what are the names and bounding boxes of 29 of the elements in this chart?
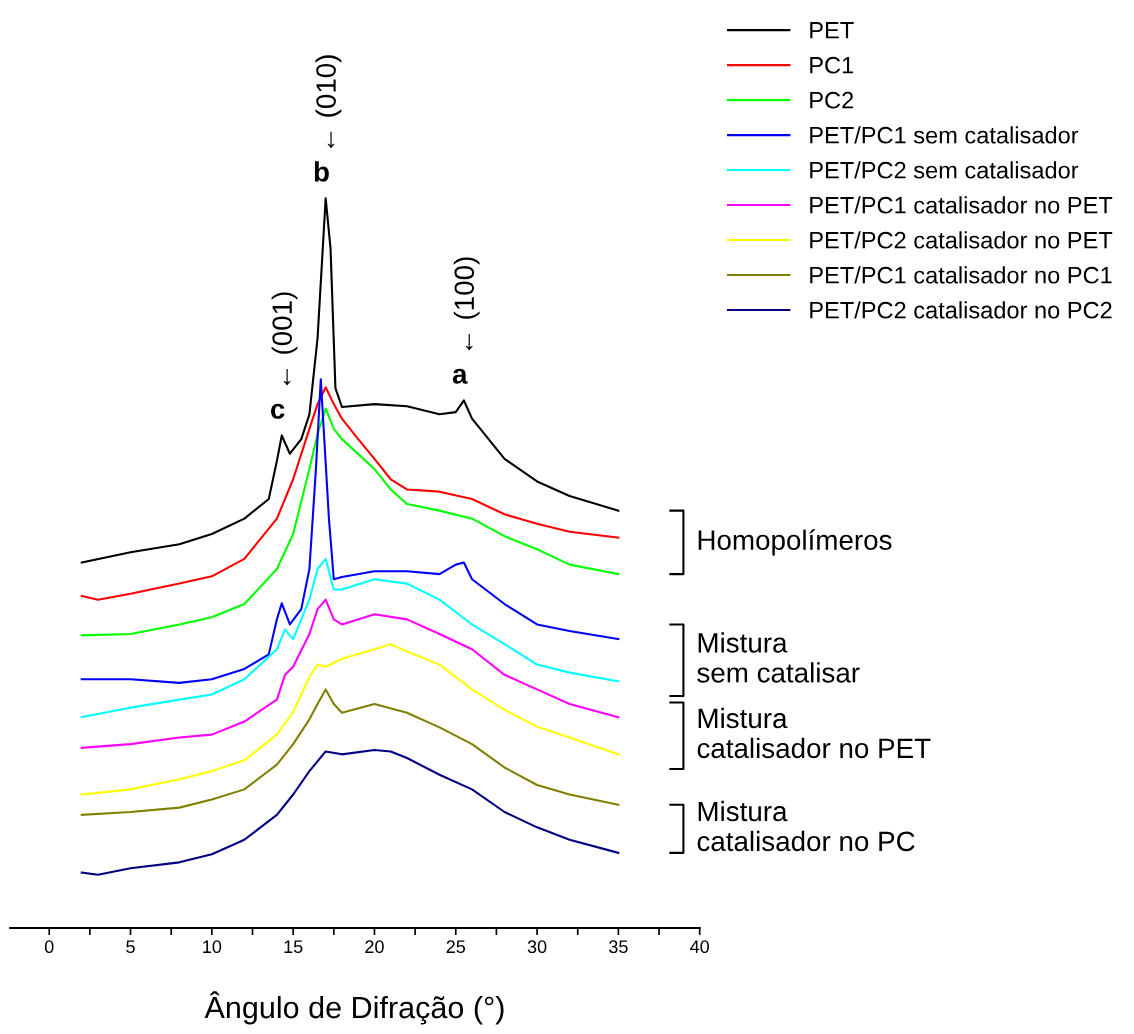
legend-label: PET/PC2 catalisador no PC2: [810, 301, 1112, 319]
legend-label: PET/PC2 sem catalisador: [810, 161, 1079, 179]
legend-label: PC1: [810, 56, 854, 74]
x-tick-label: 15: [284, 940, 303, 954]
x-tick-label: 20: [365, 940, 384, 954]
legend-label: PET: [810, 22, 854, 39]
annotation: b: [314, 161, 329, 182]
x-tick-label: 35: [609, 940, 628, 954]
annotation: Mistura sem catalisar: [697, 632, 860, 683]
x-tick-label: 25: [446, 940, 466, 954]
annotation: c: [270, 403, 285, 419]
x-tick-label: 40: [690, 940, 710, 954]
annotation: ← (010): [315, 55, 342, 149]
legend-label: PET/PC1 catalisador no PET: [810, 196, 1113, 214]
annotation: ← (100): [453, 257, 480, 351]
annotation: Mistura catalisador no PET: [697, 707, 931, 759]
annotation: ← (001): [271, 292, 298, 386]
x-tick-label: 5: [126, 940, 135, 954]
x-tick-label: 0: [44, 940, 54, 954]
legend-label: PET/PC2 catalisador no PET: [810, 231, 1113, 249]
legend-label: PC2: [810, 91, 854, 109]
x-axis-title: Ângulo de Difração (°): [204, 991, 504, 1025]
x-tick-label: 10: [203, 940, 222, 954]
annotation: Homopolímeros: [698, 529, 892, 556]
legend-label: PET/PC1 catalisador no PC1: [810, 266, 1112, 284]
annotation: a: [452, 368, 468, 384]
x-tick-label: 30: [527, 940, 547, 954]
annotation: Mistura catalisador no PC: [697, 800, 915, 852]
legend-label: PET/PC1 sem catalisador: [810, 126, 1079, 144]
